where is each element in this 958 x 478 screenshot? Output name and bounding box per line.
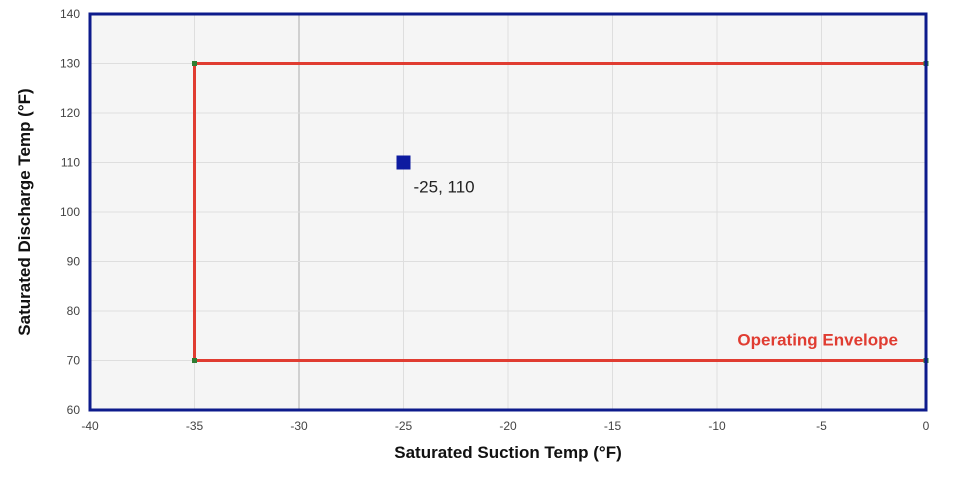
x-tick-label: -35 xyxy=(186,419,204,433)
y-axis-title: Saturated Discharge Temp (°F) xyxy=(15,88,34,335)
envelope-label: Operating Envelope xyxy=(737,331,898,350)
y-tick-label: 140 xyxy=(60,7,80,21)
x-axis-ticks: -40 -35 -30 -25 -20 -15 -10 -5 0 xyxy=(81,419,929,433)
x-tick-label: 0 xyxy=(923,419,930,433)
y-tick-label: 120 xyxy=(60,106,80,120)
y-tick-label: 130 xyxy=(60,57,80,71)
y-tick-label: 110 xyxy=(61,156,80,170)
plot-border xyxy=(88,12,928,412)
y-axis-ticks: 60 70 80 90 100 110 120 130 140 xyxy=(60,7,80,417)
y-tick-label: 80 xyxy=(67,304,81,318)
envelope-vertex xyxy=(192,358,197,363)
y-tick-label: 60 xyxy=(67,403,81,417)
x-tick-label: -15 xyxy=(604,419,622,433)
x-tick-label: -40 xyxy=(81,419,99,433)
x-tick-label: -30 xyxy=(290,419,308,433)
y-tick-label: 90 xyxy=(67,255,81,269)
y-tick-label: 100 xyxy=(60,205,80,219)
x-axis-title: Saturated Suction Temp (°F) xyxy=(394,443,622,462)
x-tick-label: -5 xyxy=(816,419,827,433)
x-tick-label: -20 xyxy=(499,419,517,433)
x-tick-label: -25 xyxy=(395,419,413,433)
envelope-vertex xyxy=(192,61,197,66)
operating-point-marker[interactable] xyxy=(396,155,411,170)
x-tick-label: -10 xyxy=(708,419,726,433)
operating-point-label: -25, 110 xyxy=(414,178,475,197)
y-tick-label: 70 xyxy=(67,354,81,368)
